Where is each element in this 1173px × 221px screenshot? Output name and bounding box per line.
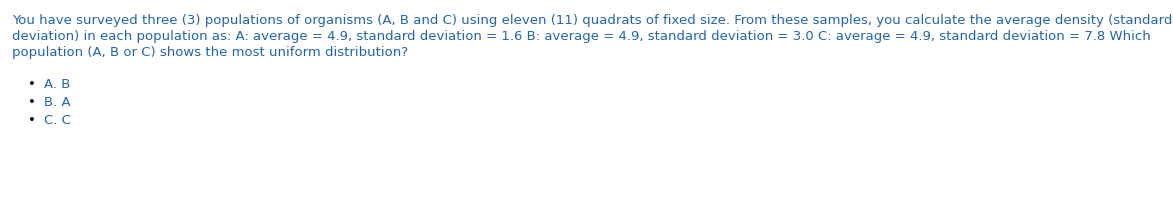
Text: You have surveyed three (3) populations of organisms (A, B and C) using eleven (: You have surveyed three (3) populations … — [12, 14, 1172, 27]
Text: •: • — [28, 114, 36, 127]
Text: B. A: B. A — [45, 96, 70, 109]
Text: •: • — [28, 96, 36, 109]
Text: population (A, B or C) shows the most uniform distribution?: population (A, B or C) shows the most un… — [12, 46, 408, 59]
Text: A. B: A. B — [45, 78, 70, 91]
Text: C. C: C. C — [45, 114, 70, 127]
Text: •: • — [28, 78, 36, 91]
Text: deviation) in each population as: A: average = 4.9, standard deviation = 1.6 B: : deviation) in each population as: A: ave… — [12, 30, 1151, 43]
